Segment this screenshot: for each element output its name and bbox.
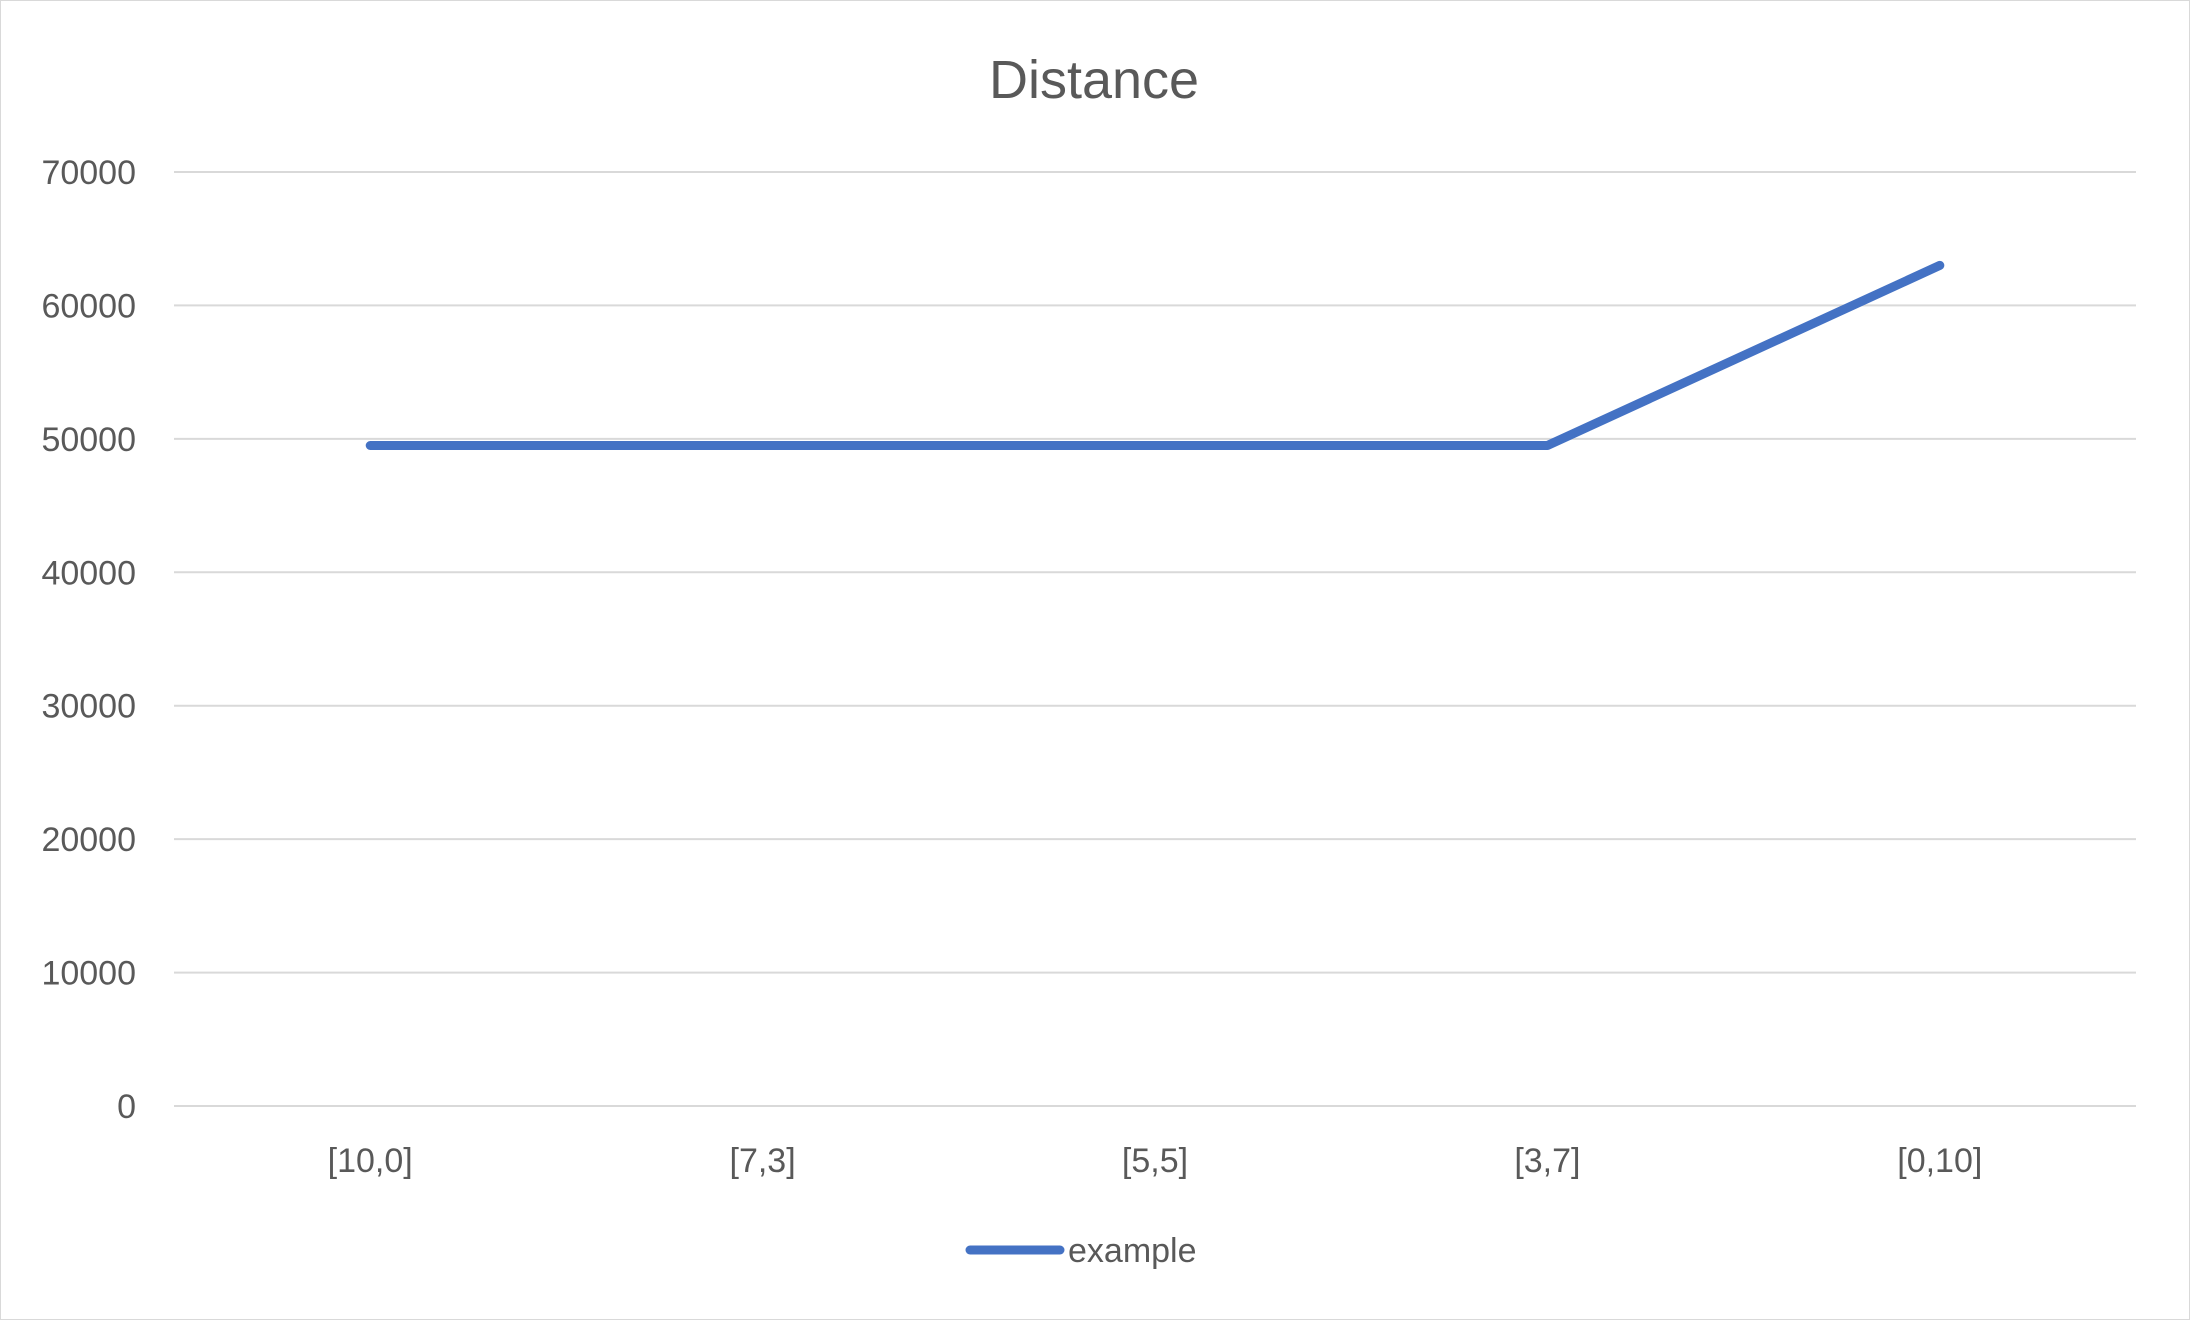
y-tick-label: 10000 <box>41 955 136 993</box>
x-tick-label: [0,10] <box>1897 1142 1982 1180</box>
gridlines <box>174 171 2136 1107</box>
legend: example <box>965 1232 1197 1270</box>
x-axis-tick-labels: [10,0] [7,3] [5,5] [3,7] [0,10] <box>328 1142 1983 1180</box>
y-tick-label: 70000 <box>41 154 136 192</box>
y-tick-label: 20000 <box>41 821 136 859</box>
legend-label: example <box>1068 1232 1197 1270</box>
y-tick-label: 0 <box>117 1088 136 1126</box>
y-axis-tick-labels: 0 10000 20000 30000 40000 50000 60000 70000 <box>41 154 136 1126</box>
x-tick-label: [7,3] <box>730 1142 796 1180</box>
y-tick-label: 40000 <box>41 554 136 592</box>
x-tick-label: [5,5] <box>1122 1142 1188 1180</box>
y-tick-label: 50000 <box>41 421 136 459</box>
x-tick-label: [3,7] <box>1514 1142 1580 1180</box>
series-line-example <box>365 260 1945 450</box>
y-tick-label: 60000 <box>41 287 136 325</box>
chart-title: Distance <box>989 50 1199 110</box>
series-lines <box>365 260 1945 450</box>
y-tick-label: 30000 <box>41 688 136 726</box>
x-tick-label: [10,0] <box>328 1142 413 1180</box>
